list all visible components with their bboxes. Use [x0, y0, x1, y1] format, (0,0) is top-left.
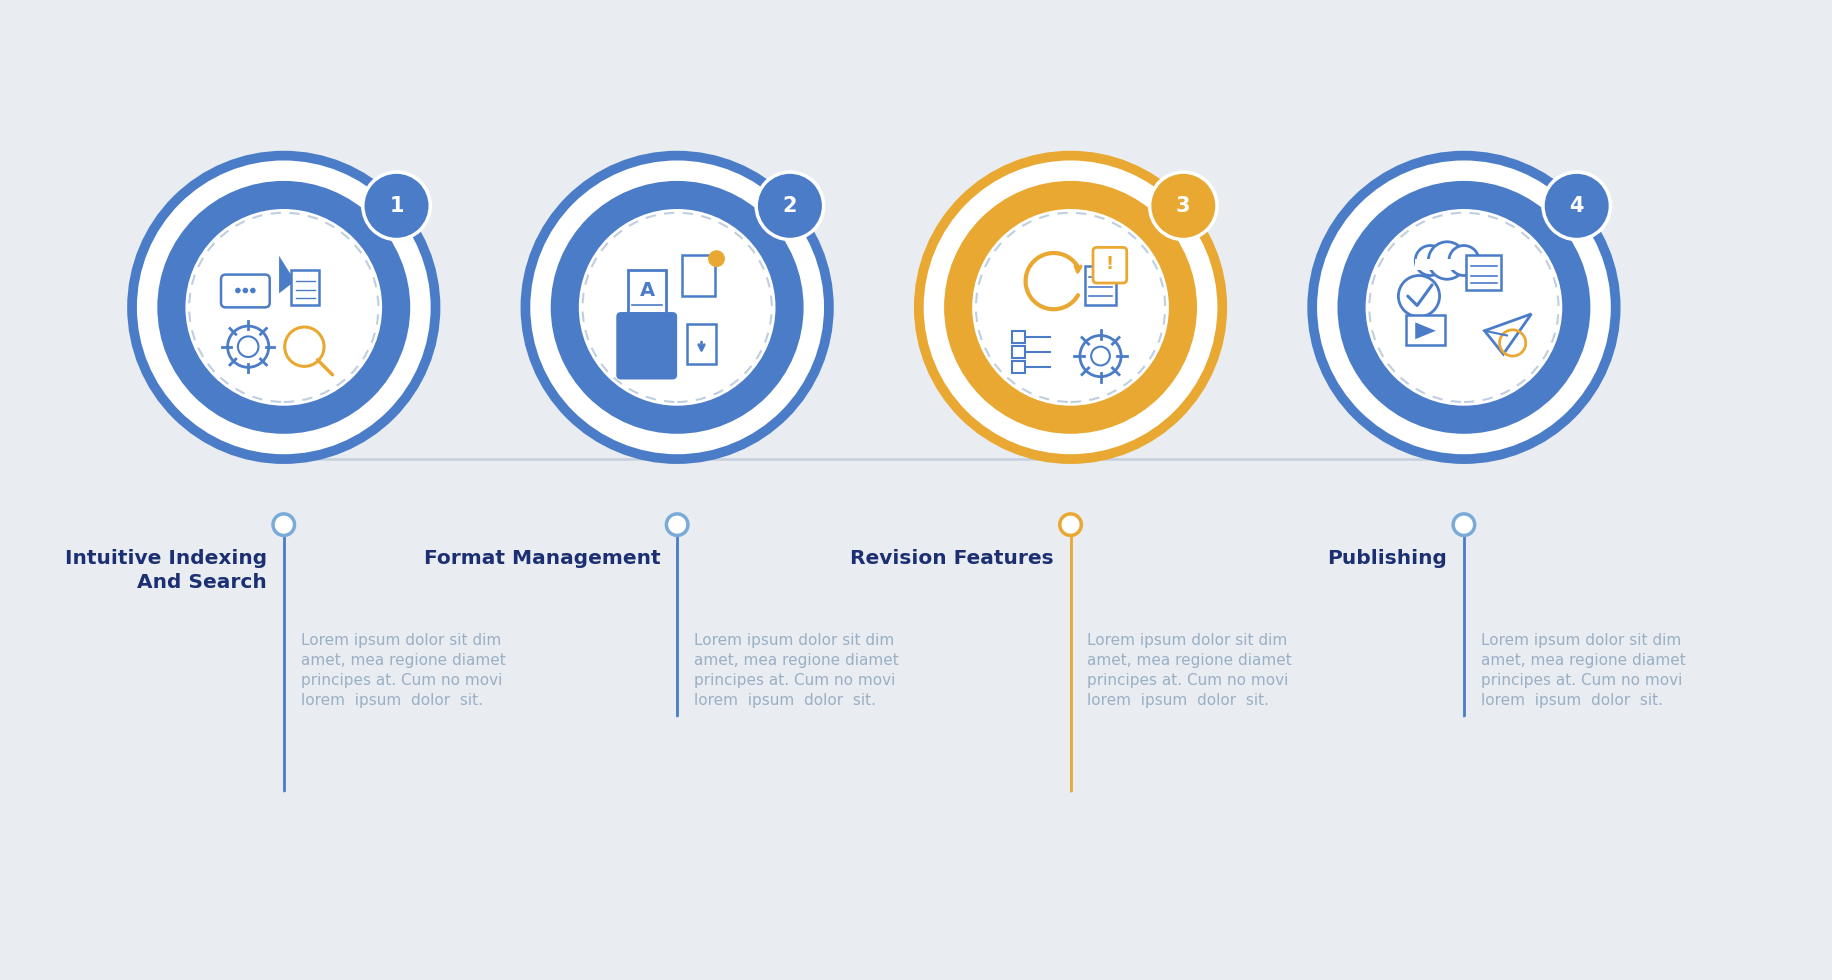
Text: Intuitive Indexing
And Search: Intuitive Indexing And Search — [64, 549, 267, 592]
Text: Lorem ipsum dolor sit dim
amet, mea regione diamet
principes at. Cum no movi
lor: Lorem ipsum dolor sit dim amet, mea regi… — [694, 633, 900, 708]
Text: #: # — [242, 286, 266, 314]
Text: Revision Features: Revision Features — [850, 549, 1053, 568]
FancyBboxPatch shape — [1466, 255, 1502, 290]
Bar — [1013, 346, 1024, 358]
Circle shape — [1543, 172, 1610, 239]
Text: Lorem ipsum dolor sit dim
amet, mea regione diamet
principes at. Cum no movi
lor: Lorem ipsum dolor sit dim amet, mea regi… — [1480, 633, 1685, 708]
Circle shape — [185, 209, 383, 406]
FancyBboxPatch shape — [687, 324, 716, 364]
Circle shape — [1453, 514, 1475, 535]
Bar — [1013, 331, 1024, 343]
Circle shape — [1337, 181, 1590, 434]
Circle shape — [920, 156, 1222, 459]
Circle shape — [943, 181, 1196, 434]
Circle shape — [1449, 246, 1478, 275]
Circle shape — [551, 181, 804, 434]
Circle shape — [249, 288, 256, 293]
Text: Lorem ipsum dolor sit dim
amet, mea regione diamet
principes at. Cum no movi
lor: Lorem ipsum dolor sit dim amet, mea regi… — [300, 633, 506, 708]
Circle shape — [579, 209, 775, 406]
Text: 2: 2 — [782, 196, 797, 216]
Text: Format Management: Format Management — [423, 549, 660, 568]
Text: !: ! — [1107, 255, 1114, 273]
FancyBboxPatch shape — [616, 312, 678, 379]
Text: Lorem ipsum dolor sit dim
amet, mea regione diamet
principes at. Cum no movi
lor: Lorem ipsum dolor sit dim amet, mea regi… — [1088, 633, 1292, 708]
Circle shape — [1365, 209, 1563, 406]
Circle shape — [1059, 514, 1081, 535]
Circle shape — [273, 514, 295, 535]
Circle shape — [1150, 172, 1216, 239]
FancyBboxPatch shape — [1094, 247, 1127, 283]
Polygon shape — [278, 256, 295, 293]
Circle shape — [1429, 242, 1466, 279]
Circle shape — [1312, 156, 1616, 459]
Circle shape — [526, 156, 828, 459]
Circle shape — [242, 288, 247, 293]
Bar — [1416, 259, 1478, 270]
Text: Publishing: Publishing — [1326, 549, 1447, 568]
Text: 4: 4 — [1570, 196, 1585, 216]
Circle shape — [973, 209, 1169, 406]
Text: 1: 1 — [388, 196, 403, 216]
FancyBboxPatch shape — [222, 274, 269, 308]
FancyBboxPatch shape — [1405, 315, 1445, 345]
Circle shape — [234, 288, 240, 293]
Text: 3: 3 — [1176, 196, 1191, 216]
Circle shape — [667, 514, 689, 535]
Circle shape — [1416, 246, 1445, 275]
Circle shape — [132, 156, 436, 459]
FancyBboxPatch shape — [1085, 267, 1116, 306]
Circle shape — [757, 172, 824, 239]
Circle shape — [363, 172, 431, 239]
Circle shape — [707, 250, 725, 268]
Circle shape — [158, 181, 410, 434]
Text: A: A — [639, 281, 654, 300]
FancyBboxPatch shape — [628, 270, 665, 318]
Bar — [1013, 361, 1024, 373]
Polygon shape — [1416, 322, 1436, 339]
FancyBboxPatch shape — [291, 270, 319, 306]
FancyBboxPatch shape — [682, 255, 714, 296]
